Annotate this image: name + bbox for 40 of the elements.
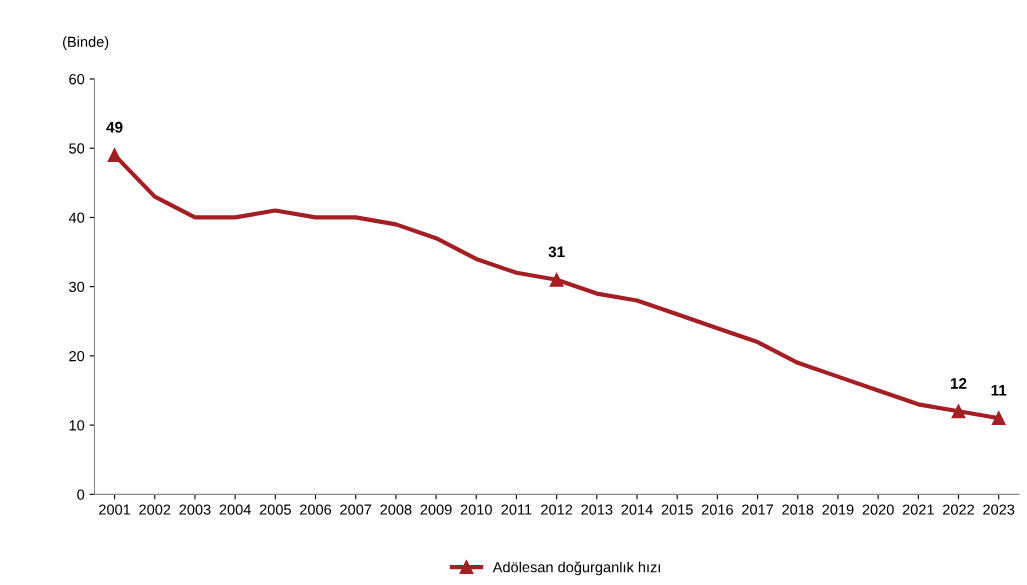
x-tick-label: 2003 — [179, 504, 211, 515]
x-tick-label: 2006 — [300, 504, 332, 515]
y-tick-label: 60 — [69, 74, 85, 85]
point — [549, 272, 564, 287]
x-tick-label: 2002 — [139, 504, 171, 515]
point — [951, 404, 966, 419]
x-tick-label: 2018 — [782, 504, 814, 515]
legend-label: Adölesan doğurganlık hızı — [492, 561, 660, 576]
y-tick-label: 40 — [68, 212, 85, 223]
x-tick-label: 2021 — [902, 504, 934, 515]
y-axis-title: (Binde) — [63, 36, 109, 50]
x-tick-label: 2001 — [99, 504, 131, 515]
x-tick-label: 2017 — [742, 504, 774, 515]
y-tick-label: 10 — [69, 420, 85, 431]
x-tick-label: 2019 — [822, 504, 854, 515]
y-tick-label: 30 — [69, 281, 85, 293]
x-tick-label: 2011 — [501, 504, 532, 515]
data-label: 12 — [950, 377, 967, 389]
x-tick-label: 2023 — [983, 504, 1015, 515]
x-tick-label: 2010 — [460, 504, 492, 515]
x-tick-label: 2008 — [380, 504, 412, 515]
x-tick-label: 2020 — [862, 504, 894, 515]
x-tick-label: 2005 — [259, 504, 291, 515]
y-tick-label: 50 — [69, 143, 85, 154]
y-tick-label: 20 — [69, 350, 85, 362]
x-tick-label: 2014 — [621, 504, 653, 515]
x-tick-label: 2012 — [541, 504, 573, 515]
point — [107, 148, 122, 163]
x-tick-label: 2015 — [661, 504, 693, 515]
data-label: 49 — [106, 121, 123, 133]
x-tick-label: 2016 — [701, 504, 733, 515]
x-tick-label: 2004 — [219, 504, 251, 515]
x-tick-label: 2007 — [340, 504, 372, 515]
x-tick-label: 2022 — [943, 504, 974, 515]
data-label: 31 — [548, 246, 565, 258]
point — [991, 411, 1006, 426]
data-label: 11 — [991, 385, 1007, 396]
y-tick-label: 0 — [77, 489, 85, 500]
x-tick-label: 2013 — [581, 504, 613, 515]
x-tick-label: 2009 — [420, 504, 452, 515]
